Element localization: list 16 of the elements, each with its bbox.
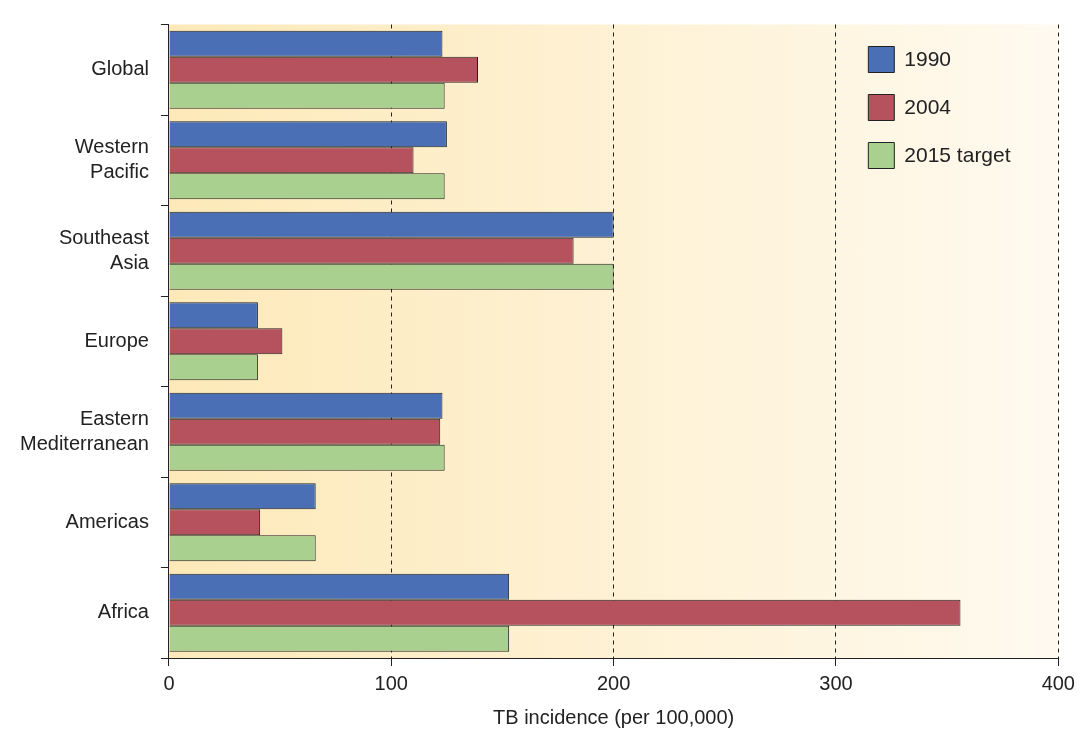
y-tick-label: Eastern Mediterranean [20, 406, 149, 454]
y-tick-label: Southeast Asia [58, 225, 150, 273]
y-tick-label: Western Pacific [74, 135, 149, 183]
x-tick-label: 300 [819, 671, 853, 694]
x-tick-label: 0 [163, 671, 175, 694]
x-tick-label: 400 [1041, 671, 1075, 694]
y-tick-label: Africa [97, 600, 150, 623]
x-tick-label: 200 [596, 671, 631, 694]
x-axis-title: TB incidence (per 100,000) [493, 705, 735, 728]
y-tick-label: Global [91, 57, 149, 80]
legend-label: 2004 [904, 95, 952, 119]
x-tick-label: 100 [374, 671, 408, 694]
legend-label: 2015 target [904, 143, 1011, 167]
y-tick-label: Europe [84, 328, 149, 351]
y-tick-label: Americas [65, 509, 149, 532]
legend-label: 1990 [904, 47, 952, 71]
